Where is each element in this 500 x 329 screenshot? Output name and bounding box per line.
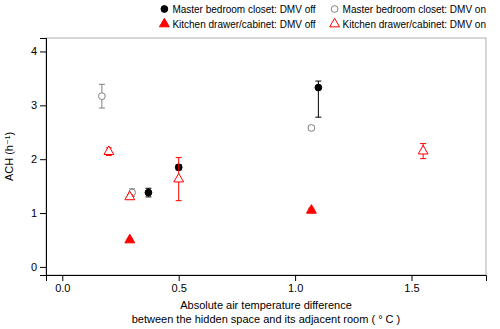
point xyxy=(308,125,315,132)
legend: Master bedroom closet: DMV off Master bed… xyxy=(159,4,486,30)
legend-symbol xyxy=(161,6,168,13)
marks xyxy=(98,81,428,243)
legend-label: Kitchen drawer/cabinet: DMV on xyxy=(343,19,486,30)
y-axis: 0 1 2 3 4 xyxy=(31,39,47,276)
point xyxy=(125,234,135,243)
x-axis-title: Absolute air temperature difference xyxy=(180,299,352,311)
y-tick: 4 xyxy=(31,45,46,57)
x-tick-mark xyxy=(62,275,63,281)
point xyxy=(145,189,152,196)
y-tick-label: 0 xyxy=(31,261,37,273)
point xyxy=(174,173,184,182)
x-tick-label: 1.0 xyxy=(288,282,303,294)
y-tick: 0 xyxy=(31,261,46,273)
y-axis-title: ACH (h⁻¹) xyxy=(3,132,15,181)
x-tick: 1.0 xyxy=(288,275,303,294)
legend-item: Master bedroom closet: DMV on xyxy=(331,4,486,15)
x-tick-label: 1.5 xyxy=(404,282,419,294)
x-axis-line xyxy=(47,276,487,282)
plot-frame xyxy=(46,38,486,275)
y-tick: 3 xyxy=(31,99,46,111)
y-tick-mark xyxy=(40,213,46,214)
point xyxy=(104,146,114,155)
y-tick: 1 xyxy=(31,207,46,219)
error-bar xyxy=(315,81,321,117)
y-tick-label: 2 xyxy=(31,153,37,165)
error-bar xyxy=(145,188,151,197)
x-tick-mark xyxy=(179,275,180,281)
point xyxy=(306,205,316,214)
y-tick-label: 1 xyxy=(31,207,37,219)
point xyxy=(125,191,135,200)
y-tick-mark xyxy=(40,51,46,52)
error-bar xyxy=(99,84,105,108)
x-tick: 0.5 xyxy=(172,275,187,294)
point xyxy=(418,145,428,154)
x-tick-label: 0.5 xyxy=(172,282,187,294)
legend-symbol xyxy=(159,18,169,27)
series xyxy=(145,81,322,197)
plot: 0.0 0.5 1.0 1.5 0 1 2 3 4 xyxy=(31,38,487,294)
legend-item: Master bedroom closet: DMV off xyxy=(161,4,316,15)
legend-item: Kitchen drawer/cabinet: DMV on xyxy=(330,18,486,29)
y-tick-label: 4 xyxy=(31,45,37,57)
y-tick-mark xyxy=(40,159,46,160)
legend-label: Kitchen drawer/cabinet: DMV off xyxy=(172,19,315,30)
legend-item: Kitchen drawer/cabinet: DMV off xyxy=(159,18,315,29)
point xyxy=(98,93,105,100)
x-tick: 0.0 xyxy=(55,275,70,294)
series xyxy=(98,84,314,196)
point xyxy=(315,84,322,91)
series xyxy=(125,205,316,243)
y-tick-label: 3 xyxy=(31,99,37,111)
y-axis-line xyxy=(40,39,47,276)
x-tick: 1.5 xyxy=(404,275,419,294)
y-tick-mark xyxy=(40,267,46,268)
legend-symbol xyxy=(331,6,338,13)
chart: 0.0 0.5 1.0 1.5 0 1 2 3 4 Absolute air temperatur… xyxy=(0,0,500,329)
legend-label: Master bedroom closet: DMV on xyxy=(343,4,486,15)
x-axis-title: between the hidden space and its adjacen… xyxy=(132,313,401,325)
y-tick-mark xyxy=(40,105,46,106)
series xyxy=(104,144,428,201)
legend-label: Master bedroom closet: DMV off xyxy=(172,4,315,15)
legend-symbol xyxy=(330,18,340,27)
x-tick-label: 0.0 xyxy=(55,282,70,294)
x-tick-mark xyxy=(295,275,296,281)
y-tick: 2 xyxy=(31,153,46,165)
x-tick-mark xyxy=(412,275,413,281)
x-axis: 0.0 0.5 1.0 1.5 xyxy=(47,275,487,294)
